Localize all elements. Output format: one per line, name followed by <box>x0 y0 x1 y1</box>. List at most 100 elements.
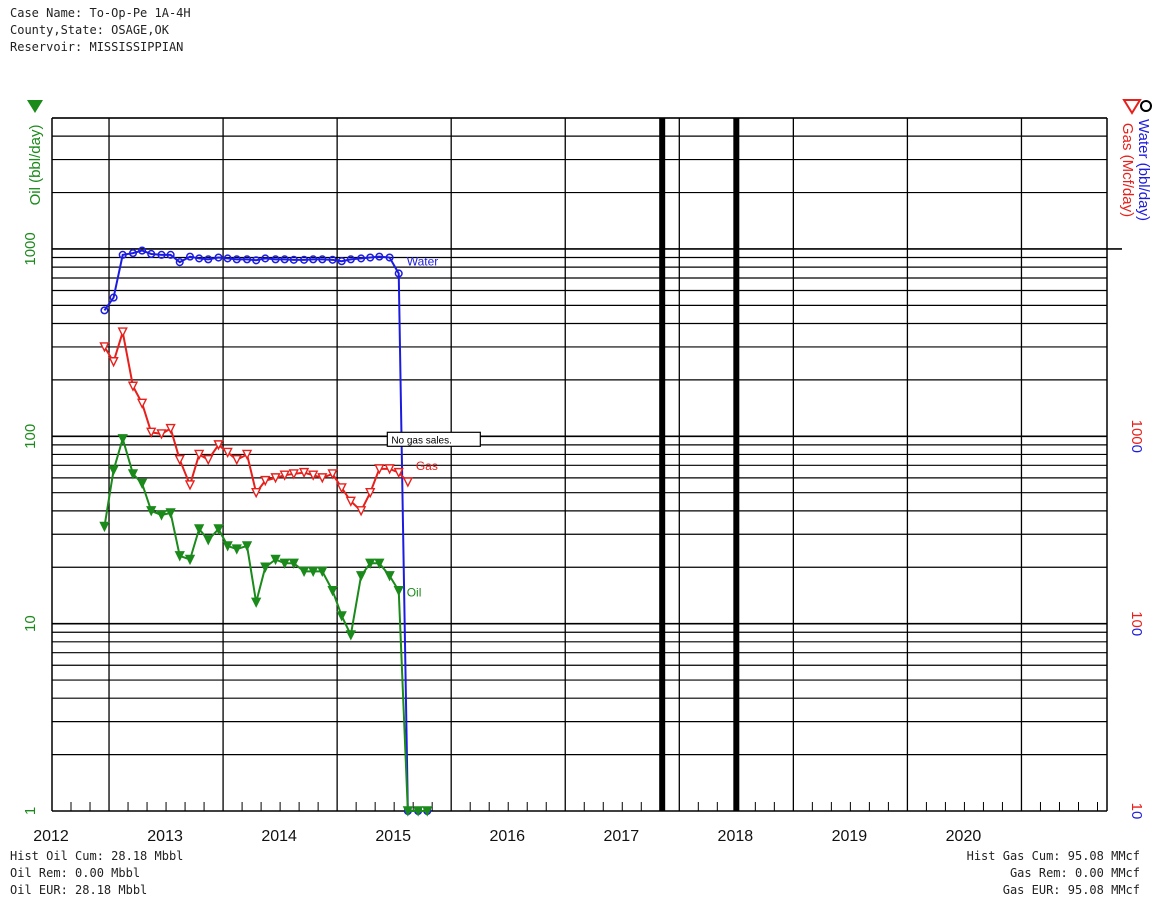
data-point-oil <box>402 806 413 817</box>
data-point-gas <box>222 447 233 459</box>
oil-rem: Oil Rem: 0.00 Mbbl <box>10 866 141 880</box>
gas-cum: Hist Gas Cum: 95.08 MMcf <box>966 849 1140 863</box>
data-point-oil <box>127 469 139 480</box>
oil-cum: Hist Oil Cum: 28.18 Mbbl <box>10 849 184 863</box>
data-point-gas <box>308 470 319 481</box>
y-right-tick-label: 100 <box>1128 611 1145 636</box>
data-point-oil <box>251 597 262 608</box>
data-point-water <box>357 254 366 263</box>
data-point-gas <box>117 327 128 338</box>
y-left-axis-label: Oil (bbl/day) <box>27 125 44 206</box>
data-point-gas <box>279 470 290 481</box>
data-point-gas <box>298 467 310 479</box>
case-header: Case Name: To-Op-Pe 1A-4H County,State: O… <box>10 5 191 56</box>
data-point-gas <box>260 475 271 487</box>
y-right-tick-label: 10 <box>1128 803 1145 820</box>
data-point-oil <box>365 558 376 569</box>
data-point-oil <box>222 541 233 552</box>
data-point-water <box>271 255 280 264</box>
data-point-water <box>185 252 195 261</box>
series-label-gas: Gas <box>416 459 438 473</box>
data-point-gas <box>203 455 214 466</box>
data-point-water <box>337 257 346 266</box>
series-line-gas <box>103 331 409 513</box>
x-tick-label: 2016 <box>489 828 525 845</box>
series-label-oil: Oil <box>407 586 422 600</box>
x-tick-label: 2019 <box>832 828 868 845</box>
data-point-oil <box>327 585 338 597</box>
data-point-gas <box>241 449 253 461</box>
data-point-water <box>328 255 337 264</box>
data-point-gas <box>317 473 328 484</box>
data-point-water <box>346 255 355 264</box>
data-point-oil <box>393 585 404 597</box>
data-point-water <box>394 269 403 278</box>
data-point-water <box>252 256 261 265</box>
series-label-water: Water <box>407 254 439 268</box>
y-right-tick-label: 1000 <box>1128 420 1145 453</box>
data-point-gas <box>146 427 157 438</box>
county-state: County,State: OSAGE,OK <box>10 23 169 37</box>
data-point-oil <box>203 535 214 546</box>
data-point-water <box>232 255 241 264</box>
data-point-oil <box>384 571 395 582</box>
y-right-axis-label-water: Water (bbl/day) <box>1135 119 1152 221</box>
data-point-gas <box>270 473 281 484</box>
data-point-gas <box>99 342 110 353</box>
x-tick-label: 2017 <box>604 828 640 845</box>
data-point-gas <box>374 464 385 475</box>
data-point-oil <box>308 566 319 577</box>
x-tick-label: 2013 <box>147 828 183 845</box>
data-point-oil <box>412 806 424 817</box>
data-point-oil <box>146 506 157 517</box>
data-point-water <box>138 246 147 255</box>
data-point-gas <box>213 440 224 451</box>
data-point-water <box>385 253 394 262</box>
data-point-gas <box>355 506 367 517</box>
data-point-oil <box>241 541 253 552</box>
data-point-oil <box>422 806 433 817</box>
data-point-gas <box>156 429 167 440</box>
data-point-oil <box>374 558 385 569</box>
y-right-axis-label-gas: Gas (Mcf/day) <box>1119 123 1136 217</box>
data-point-gas <box>384 464 395 475</box>
data-point-gas <box>174 455 185 466</box>
data-point-gas <box>231 455 242 466</box>
data-point-gas <box>251 487 262 499</box>
y-left-tick-label: 10 <box>22 615 39 632</box>
reservoir: Reservoir: MISSISSIPPIAN <box>10 40 184 54</box>
data-point-water <box>118 250 127 259</box>
data-point-water <box>280 255 289 264</box>
y-left-tick-label: 1000 <box>22 232 39 265</box>
case-name: Case Name: To-Op-Pe 1A-4H <box>10 6 191 20</box>
gas-rem: Gas Rem: 0.00 MMcf <box>1009 866 1140 880</box>
data-point-water <box>100 306 109 315</box>
data-point-oil <box>156 510 167 521</box>
data-point-water <box>300 255 309 264</box>
data-point-water <box>157 250 166 259</box>
data-point-oil <box>184 554 196 566</box>
data-point-oil <box>270 554 281 566</box>
data-point-oil <box>317 566 328 577</box>
data-point-oil <box>336 611 347 622</box>
data-point-oil <box>279 558 290 569</box>
data-point-water <box>175 258 184 267</box>
data-point-oil <box>231 544 242 555</box>
x-tick-label: 2018 <box>718 828 754 845</box>
data-point-water <box>261 254 270 263</box>
data-point-gas <box>402 477 413 488</box>
data-point-oil <box>298 566 310 577</box>
data-point-water <box>214 253 223 262</box>
data-point-gas <box>108 357 119 368</box>
data-point-oil <box>99 521 110 533</box>
data-point-gas <box>193 449 205 461</box>
data-point-water <box>204 255 213 264</box>
data-point-gas <box>393 467 404 479</box>
gas-legend-marker-icon <box>1122 99 1142 115</box>
y-left-tick-label: 1 <box>22 807 39 815</box>
data-point-water <box>128 249 138 258</box>
data-point-water <box>375 252 384 261</box>
x-tick-label: 2015 <box>375 828 411 845</box>
data-point-oil <box>193 524 205 535</box>
